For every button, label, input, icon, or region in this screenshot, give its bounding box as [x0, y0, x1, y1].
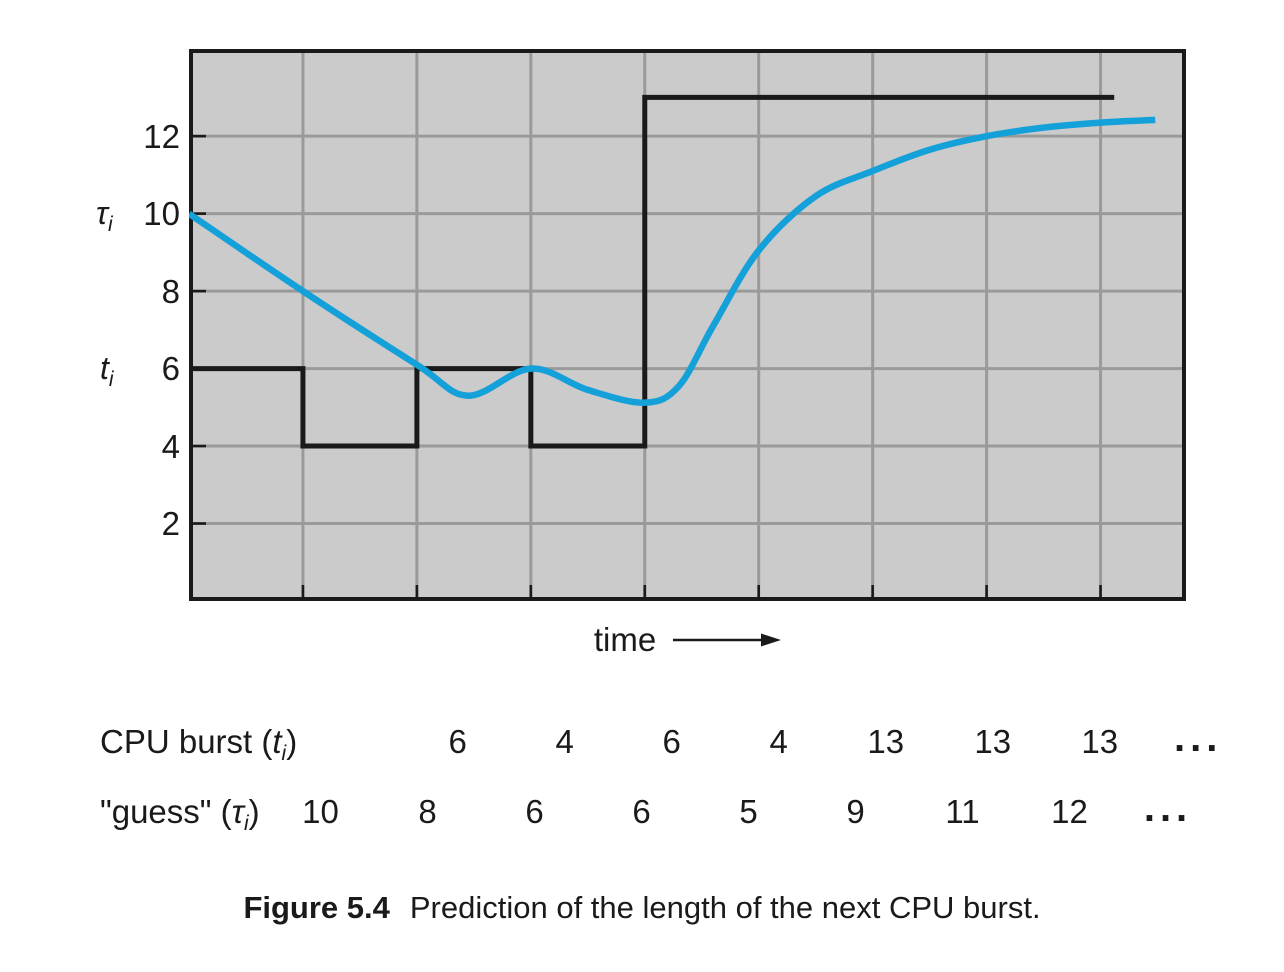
cpu-burst-step-line	[189, 94, 1115, 449]
table-cell: 13	[1081, 723, 1119, 760]
y-tick-label-8: 8	[161, 273, 180, 310]
t-axis-label: ti	[100, 350, 114, 391]
table-cell: 10	[302, 793, 339, 830]
figure-caption: Figure 5.4 Prediction of the length of th…	[0, 886, 1284, 930]
table-cell: 4	[769, 723, 788, 760]
plot-background	[189, 49, 1186, 601]
table-cell: 6	[632, 793, 651, 830]
burst-chart-area	[189, 49, 1186, 601]
tau-axis-label: τi	[96, 195, 113, 236]
figure-number: Figure 5.4	[243, 890, 390, 925]
table-cell	[297, 719, 404, 765]
x-axis-label-row: time	[189, 618, 1186, 662]
time-label: time	[593, 621, 657, 658]
table-cell: 6	[448, 723, 467, 760]
figure-caption-text: Prediction of the length of the next CPU…	[409, 890, 1041, 925]
y-tick-label-10: 10	[143, 195, 180, 232]
tau-prediction-curve	[189, 116, 1156, 406]
table-cell: 4	[555, 723, 574, 760]
table-cell: 11	[945, 793, 980, 830]
right-arrow-icon	[673, 633, 782, 647]
table-cell: 6	[525, 793, 544, 830]
table-cell: 13	[867, 723, 905, 760]
y-tick-label-4: 4	[161, 428, 180, 465]
y-tick-label-6: 6	[161, 350, 180, 387]
row-label-guess: "guess" (τi)	[100, 793, 260, 835]
table-cell: 6	[662, 723, 681, 760]
plot-border	[189, 49, 1186, 601]
table-cell: 5	[739, 793, 758, 830]
table-cell: 8	[418, 793, 437, 830]
burst-chart-svg	[189, 49, 1186, 601]
table-row-cpu-burst: CPU burst (ti) 6 4 6 4 13 13 13 ...	[100, 716, 1240, 765]
table-cell: 13	[974, 723, 1012, 760]
ellipsis: ...	[1174, 716, 1223, 760]
ellipsis: ...	[1143, 786, 1193, 830]
y-tick-label-12: 12	[143, 118, 180, 155]
row-label-cpu-burst: CPU burst (ti)	[100, 723, 298, 765]
table-cell: 9	[846, 793, 865, 830]
table-row-guess: "guess" (τi) 10 8 6 6 5 9 11 12 ...	[100, 786, 1240, 835]
table-cell: 12	[1051, 793, 1088, 830]
y-tick-label-2: 2	[161, 505, 180, 542]
